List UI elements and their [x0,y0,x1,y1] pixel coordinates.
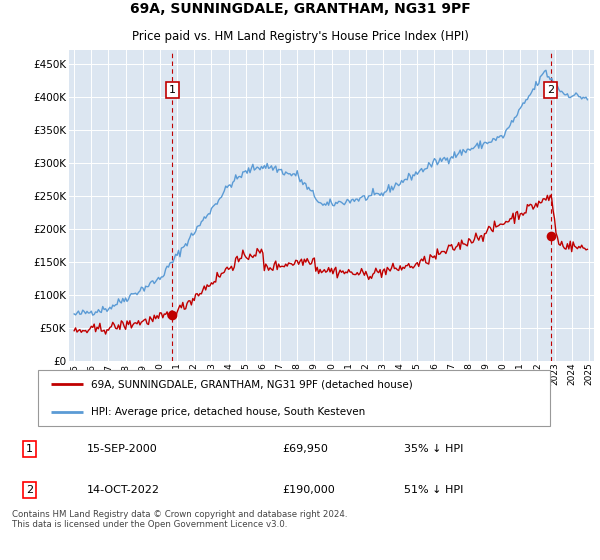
Text: 15-SEP-2000: 15-SEP-2000 [87,444,158,454]
Text: 2: 2 [547,85,554,95]
Text: 69A, SUNNINGDALE, GRANTHAM, NG31 9PF (detached house): 69A, SUNNINGDALE, GRANTHAM, NG31 9PF (de… [91,379,413,389]
Text: 1: 1 [26,444,33,454]
Text: 69A, SUNNINGDALE, GRANTHAM, NG31 9PF: 69A, SUNNINGDALE, GRANTHAM, NG31 9PF [130,2,470,16]
Text: 51% ↓ HPI: 51% ↓ HPI [404,484,463,494]
Text: Price paid vs. HM Land Registry's House Price Index (HPI): Price paid vs. HM Land Registry's House … [131,30,469,43]
FancyBboxPatch shape [38,370,550,426]
Text: £69,950: £69,950 [283,444,329,454]
Text: Contains HM Land Registry data © Crown copyright and database right 2024.
This d: Contains HM Land Registry data © Crown c… [12,510,347,529]
Text: 35% ↓ HPI: 35% ↓ HPI [404,444,463,454]
Text: 14-OCT-2022: 14-OCT-2022 [87,484,160,494]
Text: 1: 1 [169,85,176,95]
Text: 2: 2 [26,484,33,494]
Text: £190,000: £190,000 [283,484,335,494]
Text: HPI: Average price, detached house, South Kesteven: HPI: Average price, detached house, Sout… [91,407,365,417]
